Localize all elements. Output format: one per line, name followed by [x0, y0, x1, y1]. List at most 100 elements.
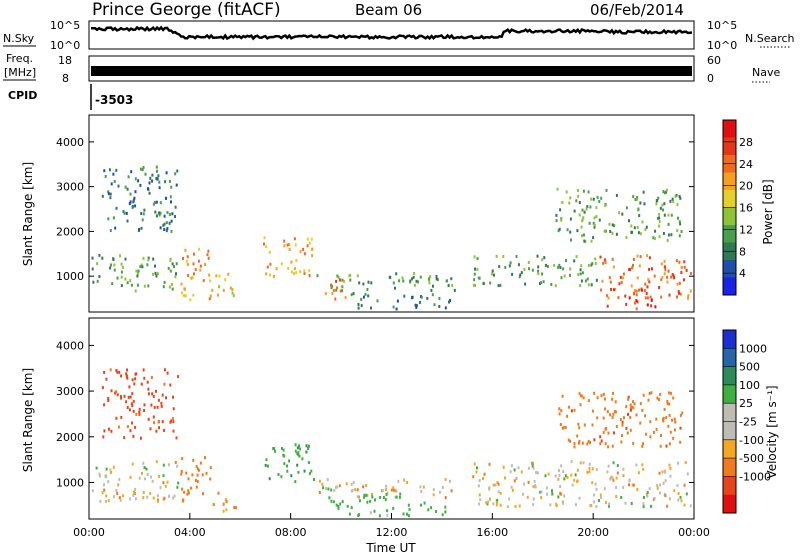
scatter-cell [141, 168, 144, 172]
scatter-cell [645, 225, 648, 229]
scatter-cell [385, 484, 388, 488]
scatter-cell [519, 273, 522, 277]
scatter-cell [555, 219, 558, 223]
scatter-cell [122, 494, 125, 498]
scatter-cell [472, 475, 475, 479]
scatter-cell [627, 397, 630, 401]
scatter-cell [181, 499, 184, 503]
scatter-cell [586, 205, 589, 209]
scatter-cell [553, 263, 556, 267]
scatter-cell [639, 255, 642, 259]
scatter-cell [544, 474, 547, 478]
scatter-cell [625, 426, 628, 430]
scatter-cell [185, 471, 188, 475]
scatter-cell [581, 441, 584, 445]
scatter-cell [489, 497, 491, 501]
scatter-cell [569, 439, 572, 443]
scatter-cell [174, 460, 177, 464]
scatter-cell [172, 429, 175, 433]
scatter-cell [199, 461, 202, 465]
scatter-cell [675, 259, 678, 263]
scatter-cell [162, 481, 165, 485]
scatter-cell [668, 413, 671, 417]
scatter-cell [677, 290, 680, 294]
scatter-cell [611, 223, 614, 227]
scatter-cell [385, 493, 388, 496]
scatter-cell [561, 394, 564, 398]
scatter-cell [409, 279, 412, 283]
scatter-cell [263, 242, 265, 246]
scatter-cell [662, 208, 664, 212]
scatter-cell [195, 485, 198, 489]
scatter-cell [366, 288, 369, 291]
scatter-cell [115, 168, 118, 172]
scatter-cell [666, 504, 669, 508]
scatter-cell [639, 402, 642, 406]
scatter-cell [607, 445, 610, 449]
scatter-cell [360, 304, 363, 308]
freq-nave-band [91, 66, 692, 76]
scatter-cell [587, 190, 590, 194]
scatter-cell [148, 181, 151, 185]
scatter-cell [142, 212, 145, 216]
scatter-cell [490, 272, 493, 276]
power-colorbar: 4 8 12 16 20 24 28 [722, 119, 753, 296]
scatter-cell [209, 294, 212, 298]
freq-tick-bottom: 8 [62, 72, 69, 85]
scatter-cell [168, 494, 170, 498]
scatter-cell [149, 176, 152, 180]
scatter-cell [504, 265, 507, 269]
scatter-cell [360, 297, 363, 301]
scatter-cell [648, 267, 651, 271]
scatter-cell [174, 215, 176, 218]
scatter-cell [109, 196, 112, 200]
scatter-cell [450, 489, 453, 493]
scatter-cell [164, 180, 167, 184]
scatter-cell [207, 256, 210, 260]
scatter-cell [265, 245, 268, 249]
scatter-cell [590, 504, 593, 508]
colorbar-segment [723, 494, 736, 514]
scatter-cell [173, 265, 175, 268]
scatter-cell [689, 289, 692, 293]
scatter-cell [558, 263, 561, 267]
scatter-cell [579, 403, 582, 407]
scatter-cell [603, 487, 606, 491]
scatter-cell [615, 425, 618, 428]
scatter-cell [549, 503, 552, 507]
scatter-cell [321, 483, 324, 486]
scatter-cell [602, 392, 605, 396]
scatter-cell [165, 229, 168, 233]
y-tick-label: 4000 [56, 339, 84, 352]
scatter-cell [113, 263, 116, 267]
scatter-cell [559, 208, 562, 212]
scatter-cell [187, 274, 190, 277]
scatter-cell [578, 440, 581, 443]
scatter-cell [403, 478, 406, 482]
scatter-cell [297, 470, 300, 474]
scatter-cell [513, 479, 516, 483]
scatter-cell [370, 281, 373, 285]
scatter-cell [385, 488, 388, 491]
scatter-cell [169, 195, 172, 199]
scatter-cell [153, 405, 156, 409]
scatter-cell [633, 402, 636, 406]
scatter-cell [614, 410, 617, 414]
x-tick-label: 16:00 [476, 526, 508, 539]
scatter-cell [689, 504, 692, 508]
scatter-cell [162, 223, 165, 227]
scatter-cell [313, 478, 315, 481]
scatter-cell [628, 268, 631, 271]
colorbar-segment [723, 330, 736, 349]
scatter-cell [198, 247, 201, 251]
scatter-cell [632, 406, 635, 410]
scatter-cell [604, 407, 606, 411]
scatter-cell [356, 488, 359, 492]
scatter-cell [655, 427, 658, 431]
scatter-cell [571, 483, 574, 487]
scatter-cell [633, 289, 636, 293]
scatter-cell [150, 403, 153, 407]
scatter-cell [578, 201, 581, 204]
scatter-cell [632, 258, 635, 261]
scatter-cell [679, 196, 682, 200]
